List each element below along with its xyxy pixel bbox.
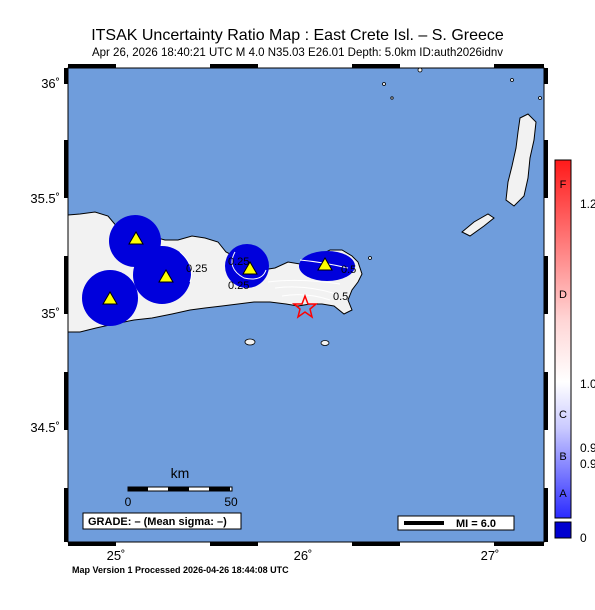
map-border-top [68, 64, 544, 68]
contour-line [267, 279, 341, 285]
islet [382, 82, 386, 86]
station-triangle-icon [102, 291, 118, 305]
contour-line [231, 251, 267, 280]
uncertainty-area [133, 246, 191, 304]
colorbar-letter: A [559, 488, 567, 500]
lat-label: 35˚ [41, 306, 60, 321]
station-triangle-icon [242, 261, 258, 275]
islet [368, 256, 372, 260]
colorbar-bottom-swatch [554, 521, 572, 539]
colorbar-letter: C [559, 409, 567, 421]
colorbar [554, 159, 572, 519]
map-subtitle: Apr 26, 2026 18:40:21 UTC M 4.0 N35.03 E… [91, 47, 504, 59]
map-title: ITSAK Uncertainty Ratio Map : East Crete… [91, 27, 504, 44]
lon-label: 27˚ [481, 548, 500, 563]
map-border-right [544, 68, 548, 542]
islet [390, 96, 394, 100]
lat-label: 36˚ [41, 76, 60, 91]
contour-label: 0.25 [186, 263, 207, 275]
mi-box [397, 515, 515, 531]
islet [320, 340, 330, 346]
islet [244, 338, 256, 346]
colorbar-value: 0 [580, 531, 587, 545]
contour-line [274, 286, 337, 295]
map-border-left [64, 68, 68, 542]
scalebar-tick: 50 [224, 495, 238, 509]
contour-label: 0.5 [333, 291, 348, 303]
lon-label: 26˚ [294, 548, 313, 563]
map-border-bottom [68, 542, 544, 546]
kasos-island [461, 213, 495, 237]
islet [538, 96, 542, 100]
scalebar [127, 486, 233, 492]
colorbar-value: 0.9 [580, 441, 595, 455]
contour-line [281, 294, 331, 301]
karpathos-island [505, 113, 537, 207]
lon-label: 25˚ [107, 548, 126, 563]
colorbar-letter: B [559, 451, 566, 463]
station-triangle-icon [128, 231, 144, 245]
colorbar-value: 0.9 [580, 457, 595, 471]
station-triangle-icon [317, 257, 333, 271]
footer-text: Map Version 1 Processed 2026-04-26 18:44… [72, 565, 289, 575]
uncertainty-area [225, 244, 269, 288]
epicenter-star-icon [291, 293, 319, 319]
colorbar-value: 1.2 [580, 197, 595, 211]
lat-label: 34.5˚ [30, 420, 60, 435]
colorbar-letter: F [560, 179, 567, 191]
mi-text: MI = 6.0 [456, 518, 496, 530]
grade-text: GRADE: – (Mean sigma: –) [88, 516, 227, 528]
contour-line [179, 251, 193, 283]
contour-label: 0.25 [228, 280, 249, 292]
colorbar-value: 1.0 [580, 377, 595, 391]
station-triangle-icon [158, 269, 174, 283]
grade-box [82, 512, 242, 530]
colorbar-letter: D [559, 289, 567, 301]
scalebar-unit: km [171, 465, 190, 481]
contour-label: 0.25 [228, 256, 249, 268]
mi-line [404, 521, 444, 525]
islet [417, 68, 423, 73]
islet [510, 78, 514, 82]
contour-label: 0.5 [341, 264, 356, 276]
lat-label: 35.5˚ [30, 191, 60, 206]
scalebar-tick: 0 [125, 495, 132, 509]
